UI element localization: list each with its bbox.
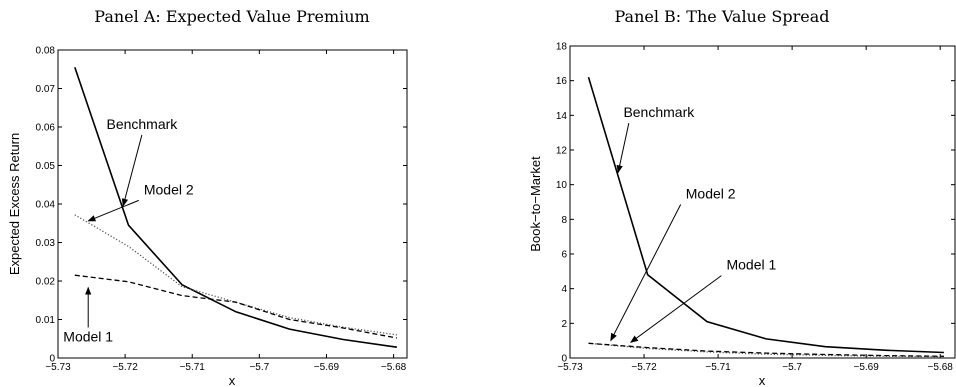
panel-a-ytick-label: 0.01 (36, 315, 56, 326)
panel-a-ytick-label: 0.07 (36, 84, 56, 95)
panel-b-annotations: Benchmark Model 2 Model 1 (610, 104, 777, 343)
panel-b-xlabel: x (759, 373, 766, 387)
panel-a-ytick-label: 0.02 (36, 277, 56, 288)
panel-a-ytick-label: 0.05 (36, 161, 56, 172)
panel-b-annotation-model-2: Model 2 (686, 186, 736, 202)
panel-b-ytick-label: 0 (561, 354, 567, 365)
panel-b-xtick-label: −5.68 (928, 362, 954, 373)
panel-a: Panel A: Expected Value Premium −5.73 −5.… (7, 7, 408, 387)
panel-b-arrow-model-2 (610, 204, 682, 342)
panel-a-series (74, 67, 398, 348)
panel-b-xtick-label: −5.73 (557, 362, 583, 373)
panel-a-xtick-label: −5.7 (249, 362, 269, 373)
panel-b-xtick-label: −5.71 (705, 362, 731, 373)
panel-b-ytick-label: 8 (561, 215, 567, 226)
panel-a-arrow-benchmark (121, 134, 143, 207)
panel-b-ytick-label: 6 (561, 250, 567, 261)
panel-a-ytick-label: 0.06 (36, 123, 56, 134)
panel-a-yticks: 0 0.01 0.02 0.03 0.04 0.05 0.06 0.07 0.08 (36, 46, 407, 365)
panel-a-ytick-label: 0.03 (36, 238, 56, 249)
panel-b-ytick-label: 12 (556, 146, 568, 157)
panel-a-series-benchmark (74, 67, 398, 348)
panel-b-yticks: 0 2 4 6 8 10 12 14 16 18 (556, 42, 955, 365)
panel-b-ytick-label: 18 (556, 42, 568, 53)
panel-a-xtick-label: −5.72 (112, 362, 138, 373)
panel-b-ytick-label: 10 (556, 180, 568, 191)
panel-a-ylabel: Expected Excess Return (7, 133, 22, 275)
panel-a-arrow-model-2 (87, 199, 139, 222)
panel-b-xtick-label: −5.69 (853, 362, 879, 373)
panel-a-ytick-label: 0.08 (36, 46, 56, 57)
panel-a-annotation-model-1: Model 1 (63, 328, 113, 344)
panel-a-ytick-label: 0 (49, 354, 55, 365)
panel-a-ytick-label: 0.04 (36, 200, 56, 211)
panel-b-annotation-model-1: Model 1 (726, 257, 776, 273)
panel-a-title: Panel A: Expected Value Premium (94, 7, 369, 26)
panel-b-annotation-benchmark: Benchmark (623, 104, 695, 120)
panel-a-annotations: Benchmark Model 2 Model 1 (63, 116, 194, 345)
panel-b-series (587, 76, 944, 358)
panel-b: Panel B: The Value Spread −5.73 −5.72 −5.7… (528, 7, 956, 387)
panel-a-xticks: −5.73 −5.72 −5.71 −5.7 −5.69 −5.68 (45, 50, 407, 373)
panel-b-xtick-label: −5.7 (782, 362, 802, 373)
panel-b-xticks: −5.73 −5.72 −5.71 −5.7 −5.69 −5.68 (557, 46, 953, 373)
panel-b-xtick-label: −5.72 (631, 362, 657, 373)
panel-b-ytick-label: 2 (561, 319, 567, 330)
panel-b-arrow-benchmark (616, 122, 630, 174)
panel-a-series-model-2 (74, 214, 397, 336)
panel-b-plot-frame (569, 45, 956, 359)
panel-b-ylabel: Book−to−Market (528, 156, 543, 252)
panel-a-xtick-label: −5.73 (45, 362, 71, 373)
panel-b-series-benchmark (587, 76, 944, 354)
panel-b-ytick-label: 16 (556, 76, 568, 87)
panel-a-xtick-label: −5.68 (381, 362, 407, 373)
panel-a-xtick-label: −5.69 (314, 362, 340, 373)
panel-b-title: Panel B: The Value Spread (614, 7, 829, 26)
panel-b-arrow-model-1 (630, 275, 722, 343)
panel-b-ytick-label: 14 (556, 111, 568, 122)
panel-b-series-model-1 (588, 342, 944, 357)
panel-a-annotation-benchmark: Benchmark (106, 116, 178, 132)
panel-b-ytick-label: 4 (561, 284, 567, 295)
panel-a-xlabel: x (229, 373, 236, 387)
panel-a-plot-frame (57, 49, 408, 359)
panel-a-xtick-label: −5.71 (180, 362, 206, 373)
panel-a-annotation-model-2: Model 2 (144, 181, 194, 197)
panel-a-series-model-1 (74, 274, 398, 339)
